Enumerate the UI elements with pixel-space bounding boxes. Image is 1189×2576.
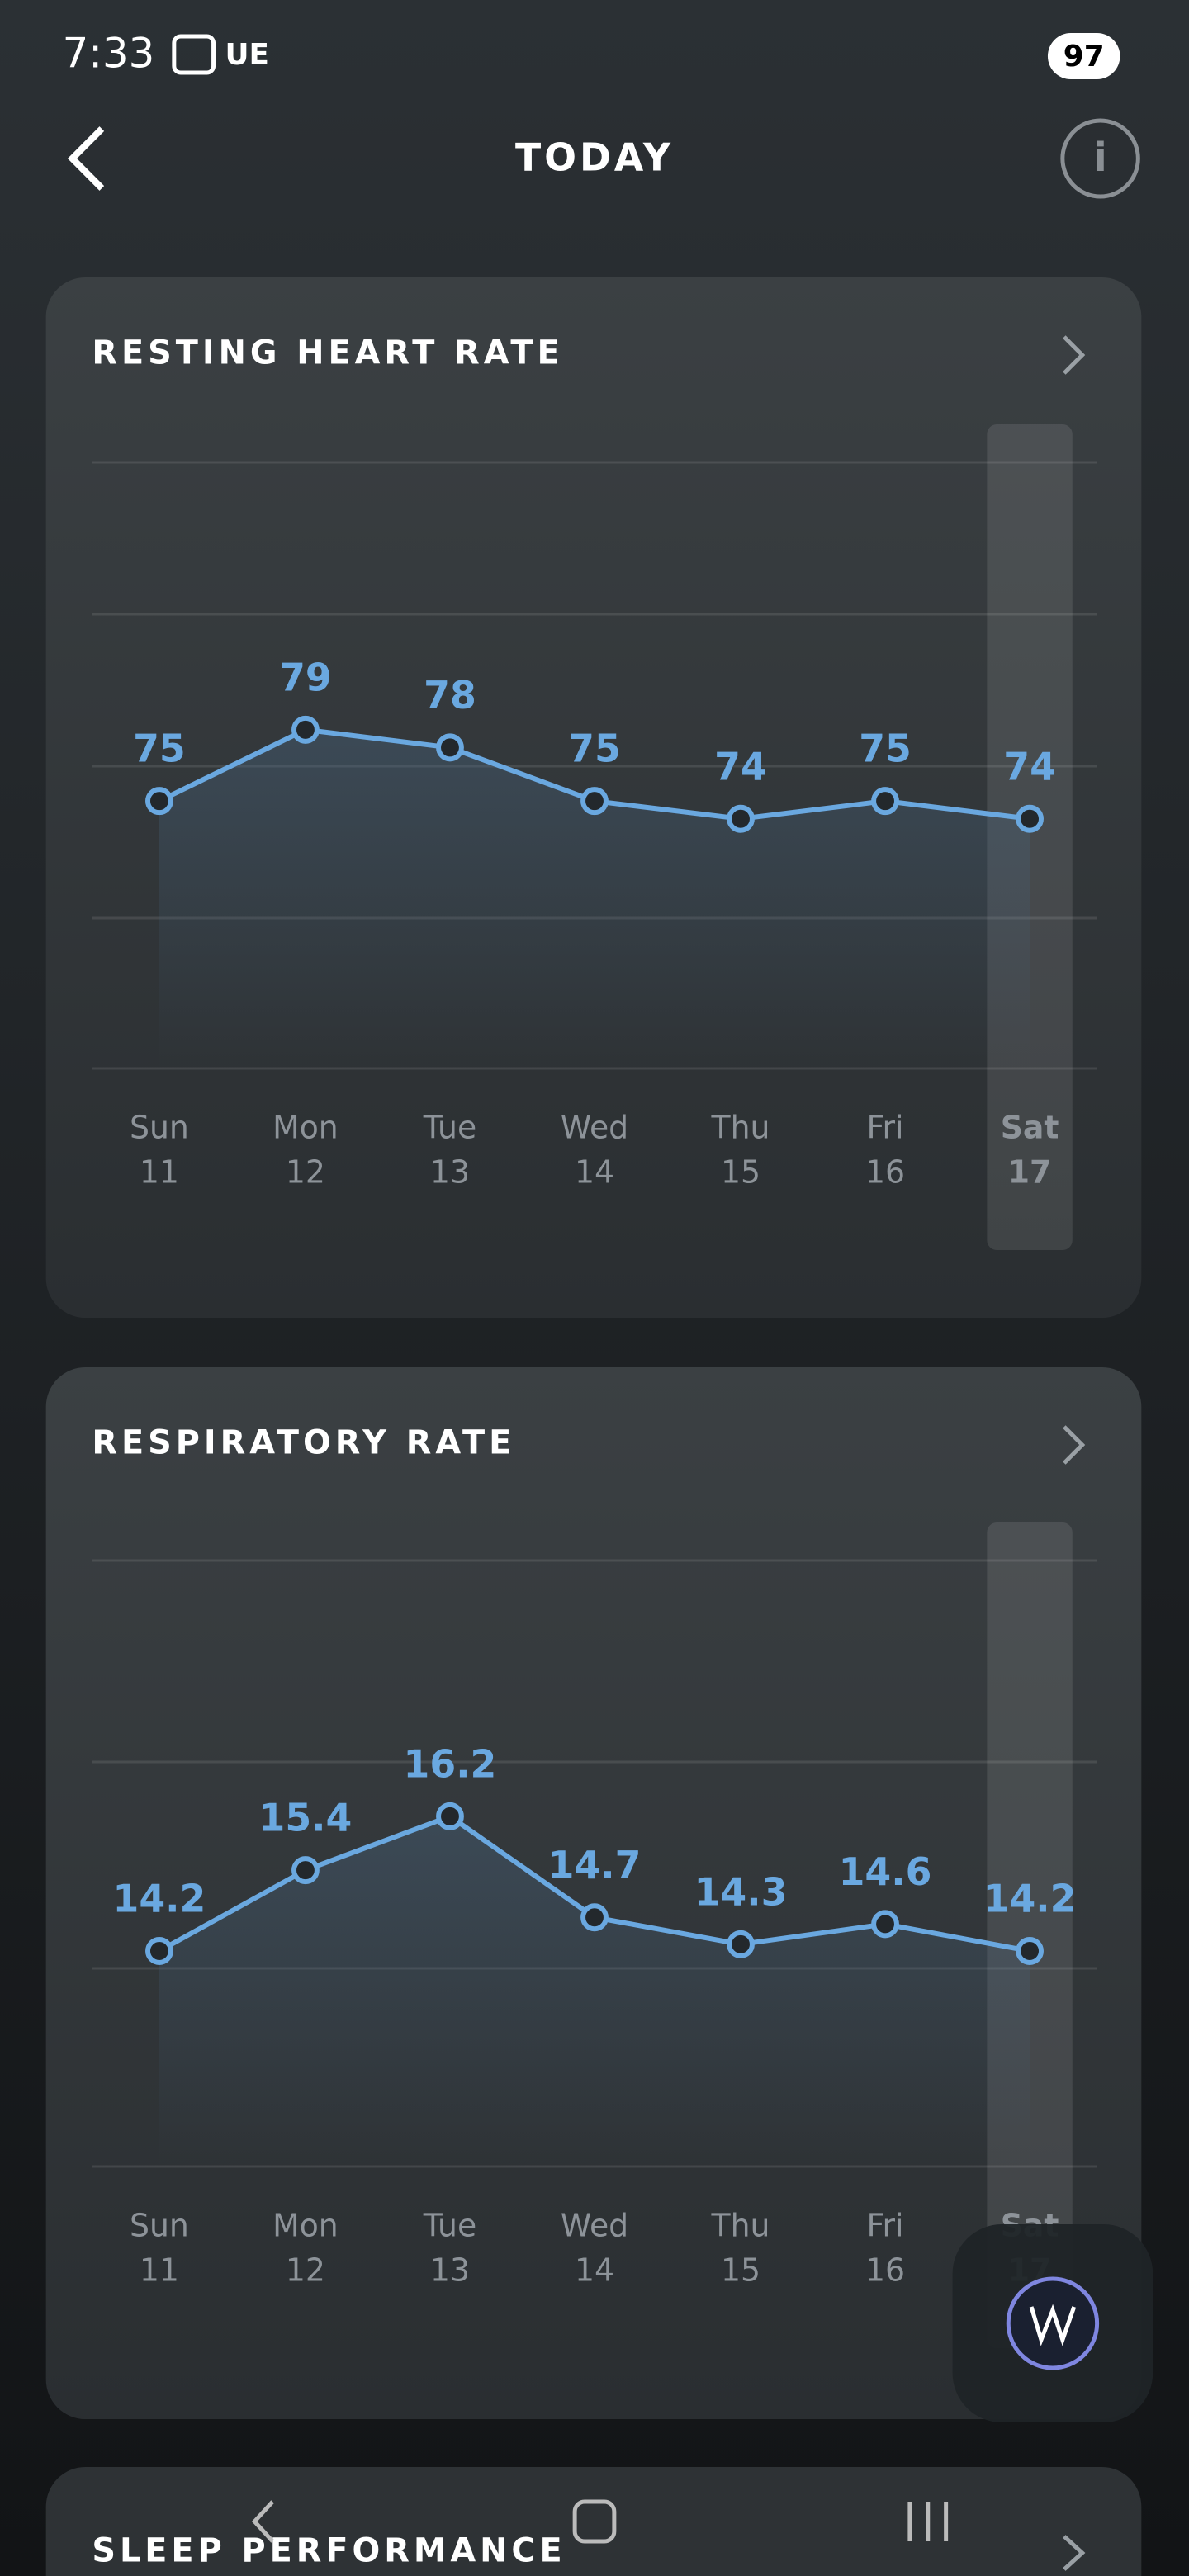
time: 7:33 [63,29,155,77]
x-tick-label: Sun [130,2207,189,2243]
assistant-button[interactable] [1006,2276,1100,2370]
battery-pill [1047,33,1120,79]
x-tick-date: 15 [721,2252,760,2288]
x-tick-date: 14 [575,1153,614,1190]
page-title: TODAY [515,135,674,179]
x-tick-label: Fri [867,1109,904,1145]
x-tick-date: 16 [865,2252,905,2288]
point [291,1856,320,1885]
value-label: 14.2 [983,1876,1077,1920]
info-button[interactable] [1060,118,1140,199]
point [580,1903,609,1932]
value-label: 14.2 [113,1876,206,1920]
x-tick-label: Thu [711,2207,770,2243]
x-tick-label: Mon [272,2207,339,2243]
area [159,729,1030,1068]
x-tick-label: Fri [867,2207,904,2243]
battery: 97 [1063,40,1105,73]
point [1016,804,1044,833]
x-tick-date: 11 [140,2252,179,2288]
value-label: 75 [568,727,621,771]
x-tick-label: Thu [711,1109,770,1145]
x-tick-date: 13 [430,2252,470,2288]
assistant-icon [1029,2304,1077,2346]
nav-home[interactable] [572,2499,617,2544]
x-tick-date: 12 [286,1153,325,1190]
value-label: 15.4 [259,1796,353,1840]
card-title: SLEEP PERFORMANCE [92,2531,566,2569]
value-label: 79 [279,655,332,699]
cards: RESTING HEART RATE 75 Sun 11 79 Mon 12 78 Tue 13 7… [45,277,1142,2419]
chevron[interactable] [1063,2535,1086,2571]
x-tick-label: Tue [423,2207,477,2243]
chevron[interactable] [1063,335,1086,375]
nav-back[interactable] [251,2500,274,2543]
back-button[interactable] [67,126,105,191]
card [45,2467,1142,2576]
card-title: RESPIRATORY RATE [92,1423,515,1461]
carrier: UE [225,38,269,72]
point [871,787,899,816]
value-label: 74 [1003,744,1056,788]
value-label: 78 [424,673,476,717]
area [159,1816,1030,2166]
info-icon: i [1093,135,1106,181]
point [871,1910,899,1939]
point [291,715,320,744]
x-tick-date: 17 [1008,1153,1052,1190]
point [436,1802,464,1830]
x-tick-label: Tue [423,1109,477,1145]
x-tick-date: 12 [286,2252,325,2288]
nav-recents[interactable] [907,2502,949,2541]
value-label: 74 [714,744,767,788]
x-tick-label: Wed [561,1109,628,1145]
point [145,787,173,816]
point [1016,1937,1044,1966]
x-tick-label: Sun [130,1109,189,1145]
chevron[interactable] [1063,1425,1086,1465]
value-label: 75 [133,727,186,771]
x-tick-label: Mon [272,1109,339,1145]
value-label: 14.7 [548,1843,642,1887]
x-tick-date: 11 [140,1153,179,1190]
x-tick-label: Wed [561,2207,628,2243]
x-tick-date: 13 [430,1153,470,1190]
x-tick-label: Sat [1001,1109,1059,1145]
point [145,1937,173,1966]
value-label: 75 [859,727,912,771]
status-icon [172,34,216,75]
point [436,733,464,762]
point [727,1930,755,1958]
x-tick-date: 14 [575,2252,614,2288]
value-label: 16.2 [404,1741,497,1786]
x-tick-date: 16 [865,1153,905,1190]
x-tick-date: 15 [721,1153,760,1190]
value-label: 14.6 [839,1849,932,1894]
value-label: 14.3 [694,1869,788,1914]
point [727,804,755,833]
point [580,787,609,816]
card-title: RESTING HEART RATE [92,334,563,372]
